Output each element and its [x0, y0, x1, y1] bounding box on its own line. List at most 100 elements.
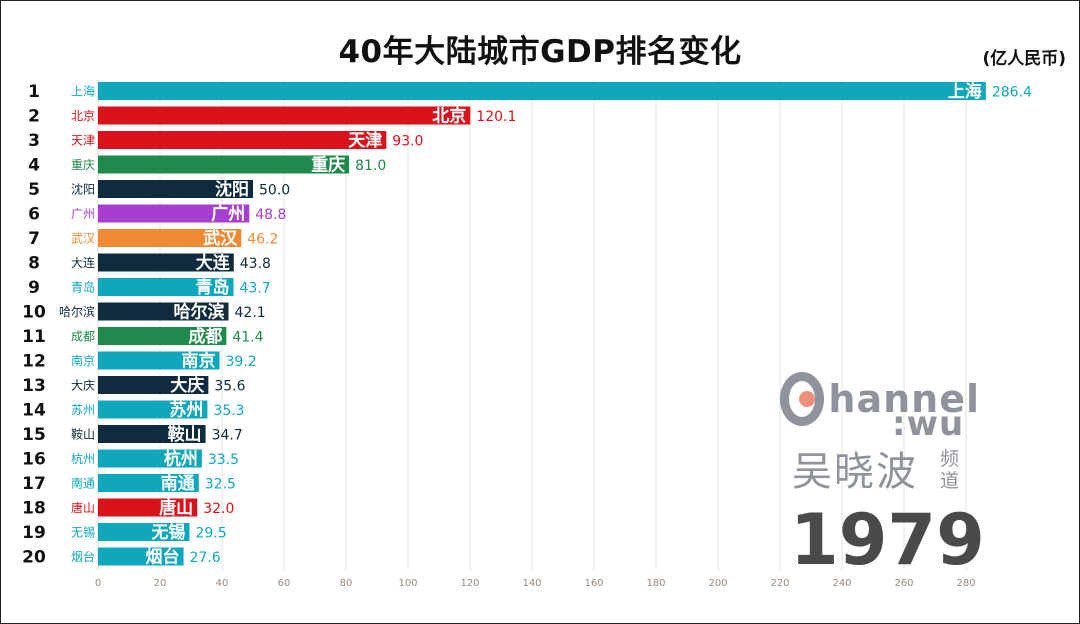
channel-wu-watermark: hannel :wu 吴晓波 频道 1979	[780, 372, 985, 612]
bar-inner-label: 武汉	[203, 228, 238, 249]
bar	[98, 498, 198, 517]
bar-inner-label: 苏州	[169, 400, 203, 421]
data-label: 41.4	[232, 330, 263, 346]
rank-label: 18	[22, 499, 46, 519]
data-label: 35.6	[214, 379, 245, 395]
bar-inner-label: 大庆	[170, 375, 204, 396]
category-label: 烟台	[71, 549, 95, 564]
x-tick-label: 60	[278, 578, 291, 589]
bar	[98, 204, 250, 223]
watermark-brand-top: hannel	[828, 377, 980, 421]
rank-label: 2	[28, 107, 40, 127]
bar-inner-label: 杭州	[164, 449, 198, 470]
bar	[98, 474, 199, 492]
data-label: 93.0	[392, 134, 423, 150]
x-tick-label: 100	[398, 578, 417, 589]
rank-label: 20	[22, 548, 46, 568]
bar	[98, 82, 986, 100]
rank-label: 8	[28, 254, 40, 274]
bar	[98, 376, 209, 394]
data-label: 43.8	[240, 256, 271, 272]
rank-label: 10	[22, 303, 46, 323]
bar	[98, 449, 202, 468]
x-tick-label: 40	[216, 578, 229, 589]
data-label: 43.7	[239, 281, 270, 297]
bar-inner-label: 唐山	[159, 498, 193, 519]
data-label: 48.8	[255, 207, 286, 223]
unit-label: (亿人民币)	[982, 49, 1066, 69]
bar	[98, 106, 471, 125]
rank-label: 6	[28, 205, 40, 225]
data-label: 32.0	[203, 501, 234, 517]
rank-label: 13	[22, 376, 46, 396]
bar-inner-label: 上海	[948, 81, 982, 102]
x-tick-label: 180	[646, 578, 665, 589]
bar	[98, 425, 206, 443]
watermark-pindao: 频道	[940, 448, 960, 492]
category-label: 大庆	[71, 379, 95, 393]
rank-label: 12	[22, 352, 46, 372]
data-label: 81.0	[355, 158, 386, 174]
rank-label: 9	[28, 278, 40, 298]
bar-inner-label: 鞍山	[168, 424, 202, 445]
category-label: 苏州	[71, 403, 95, 417]
category-label: 广州	[71, 207, 95, 221]
rank-label: 17	[22, 474, 46, 494]
x-tick-label: 260	[894, 578, 913, 589]
watermark-name: 吴晓波	[792, 449, 918, 495]
bar-inner-label: 北京	[432, 106, 466, 127]
data-label: 29.5	[195, 526, 226, 542]
data-label: 120.1	[476, 109, 516, 125]
year-label: 1979	[790, 499, 985, 581]
bar	[98, 327, 227, 345]
category-label: 武汉	[71, 232, 95, 246]
x-tick-label: 20	[154, 578, 167, 589]
category-label: 哈尔滨	[59, 304, 95, 319]
rank-label: 3	[28, 131, 40, 151]
bar-inner-label: 南通	[161, 473, 195, 494]
data-label: 42.1	[235, 305, 266, 321]
rank-label: 14	[22, 401, 46, 421]
x-tick-label: 80	[340, 578, 353, 589]
rank-label: 11	[22, 327, 46, 347]
category-label: 南京	[71, 353, 95, 368]
rank-label: 7	[28, 229, 40, 249]
category-label: 杭州	[71, 451, 95, 466]
rank-label: 4	[28, 156, 40, 176]
data-label: 32.5	[205, 477, 236, 493]
watermark-brand-bottom: :wu	[892, 404, 965, 444]
bar-inner-label: 南京	[182, 351, 216, 372]
rank-label: 15	[22, 425, 46, 445]
bar	[98, 302, 229, 321]
bar-inner-label: 天津	[348, 130, 382, 151]
rank-label: 1	[28, 82, 40, 102]
bar-inner-label: 哈尔滨	[174, 302, 225, 323]
category-label: 天津	[71, 134, 95, 148]
x-tick-label: 200	[708, 578, 727, 589]
bar	[98, 547, 184, 566]
bar	[98, 523, 190, 541]
x-tick-label: 120	[460, 578, 479, 589]
category-label: 上海	[71, 84, 95, 99]
rank-label: 19	[22, 523, 46, 543]
data-label: 27.6	[190, 550, 221, 566]
category-label: 无锡	[71, 525, 95, 540]
category-label: 大连	[71, 255, 95, 270]
rank-label: 5	[28, 180, 40, 200]
rank-label: 16	[22, 450, 46, 470]
x-tick-label: 240	[832, 578, 851, 589]
bar	[98, 351, 220, 370]
category-label: 青岛	[71, 280, 95, 295]
channel-logo-icon	[780, 372, 825, 426]
category-label: 重庆	[71, 158, 95, 172]
data-label: 35.3	[213, 403, 244, 419]
data-label: 50.0	[259, 183, 290, 199]
bar	[98, 229, 242, 247]
category-label: 北京	[71, 109, 95, 123]
data-label: 286.4	[992, 85, 1032, 101]
bar-inner-label: 成都	[188, 326, 222, 347]
bar	[98, 400, 208, 419]
x-tick-label: 160	[584, 578, 603, 589]
data-label: 39.2	[226, 354, 257, 370]
